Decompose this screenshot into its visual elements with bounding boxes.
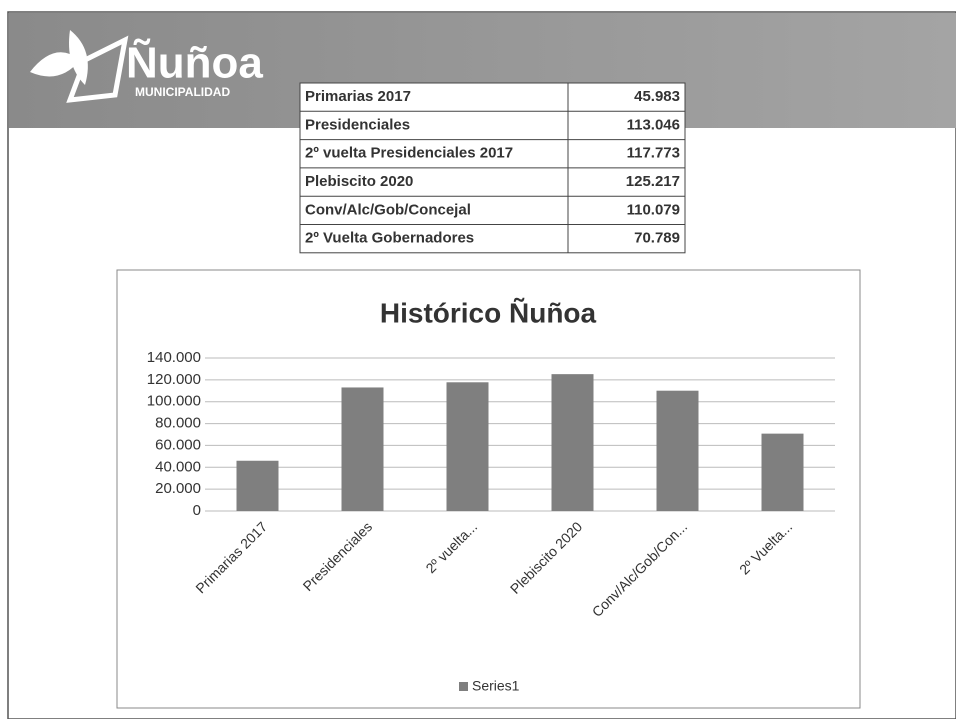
bar xyxy=(341,387,384,511)
chart-title: Histórico Ñuñoa xyxy=(380,297,597,328)
y-tick-label: 20.000 xyxy=(155,480,201,497)
table-cell: 2º vuelta Presidenciales 2017 xyxy=(305,145,513,162)
table-cell: 113.046 xyxy=(627,116,680,133)
legend-swatch xyxy=(459,682,468,691)
y-tick-label: 80.000 xyxy=(155,415,201,432)
y-tick-label: 120.000 xyxy=(147,371,201,388)
bar xyxy=(236,460,279,511)
bar xyxy=(551,374,594,511)
logo-subtitle: MUNICIPALIDAD xyxy=(135,85,230,99)
table-cell: 117.773 xyxy=(627,145,680,162)
y-tick-label: 40.000 xyxy=(155,458,201,475)
table-cell: Primarias 2017 xyxy=(305,88,411,105)
logo-icon xyxy=(30,30,129,103)
table-cell: 2º Vuelta Gobernadores xyxy=(305,230,474,247)
table-cell: 110.079 xyxy=(627,201,680,218)
y-tick-label: 60.000 xyxy=(155,436,201,453)
y-tick-label: 0 xyxy=(193,502,201,519)
table-cell: 125.217 xyxy=(626,173,680,190)
bar xyxy=(761,433,804,511)
table-cell: 70.789 xyxy=(634,230,680,247)
data-table: Primarias 2017 45.983 Presidenciales 113.04… xyxy=(299,82,686,254)
y-tick-label: 140.000 xyxy=(147,349,201,366)
y-tick-label: 100.000 xyxy=(147,393,201,410)
table-cell: 45.983 xyxy=(634,88,680,105)
table-cell: Plebiscito 2020 xyxy=(305,173,413,190)
bar xyxy=(446,382,489,511)
table-cell: Presidenciales xyxy=(305,116,410,133)
table-cell: Conv/Alc/Gob/Concejal xyxy=(305,201,471,218)
logo-title: Ñuñoa xyxy=(126,38,263,88)
bar xyxy=(656,390,699,511)
legend-label: Series1 xyxy=(472,678,520,694)
